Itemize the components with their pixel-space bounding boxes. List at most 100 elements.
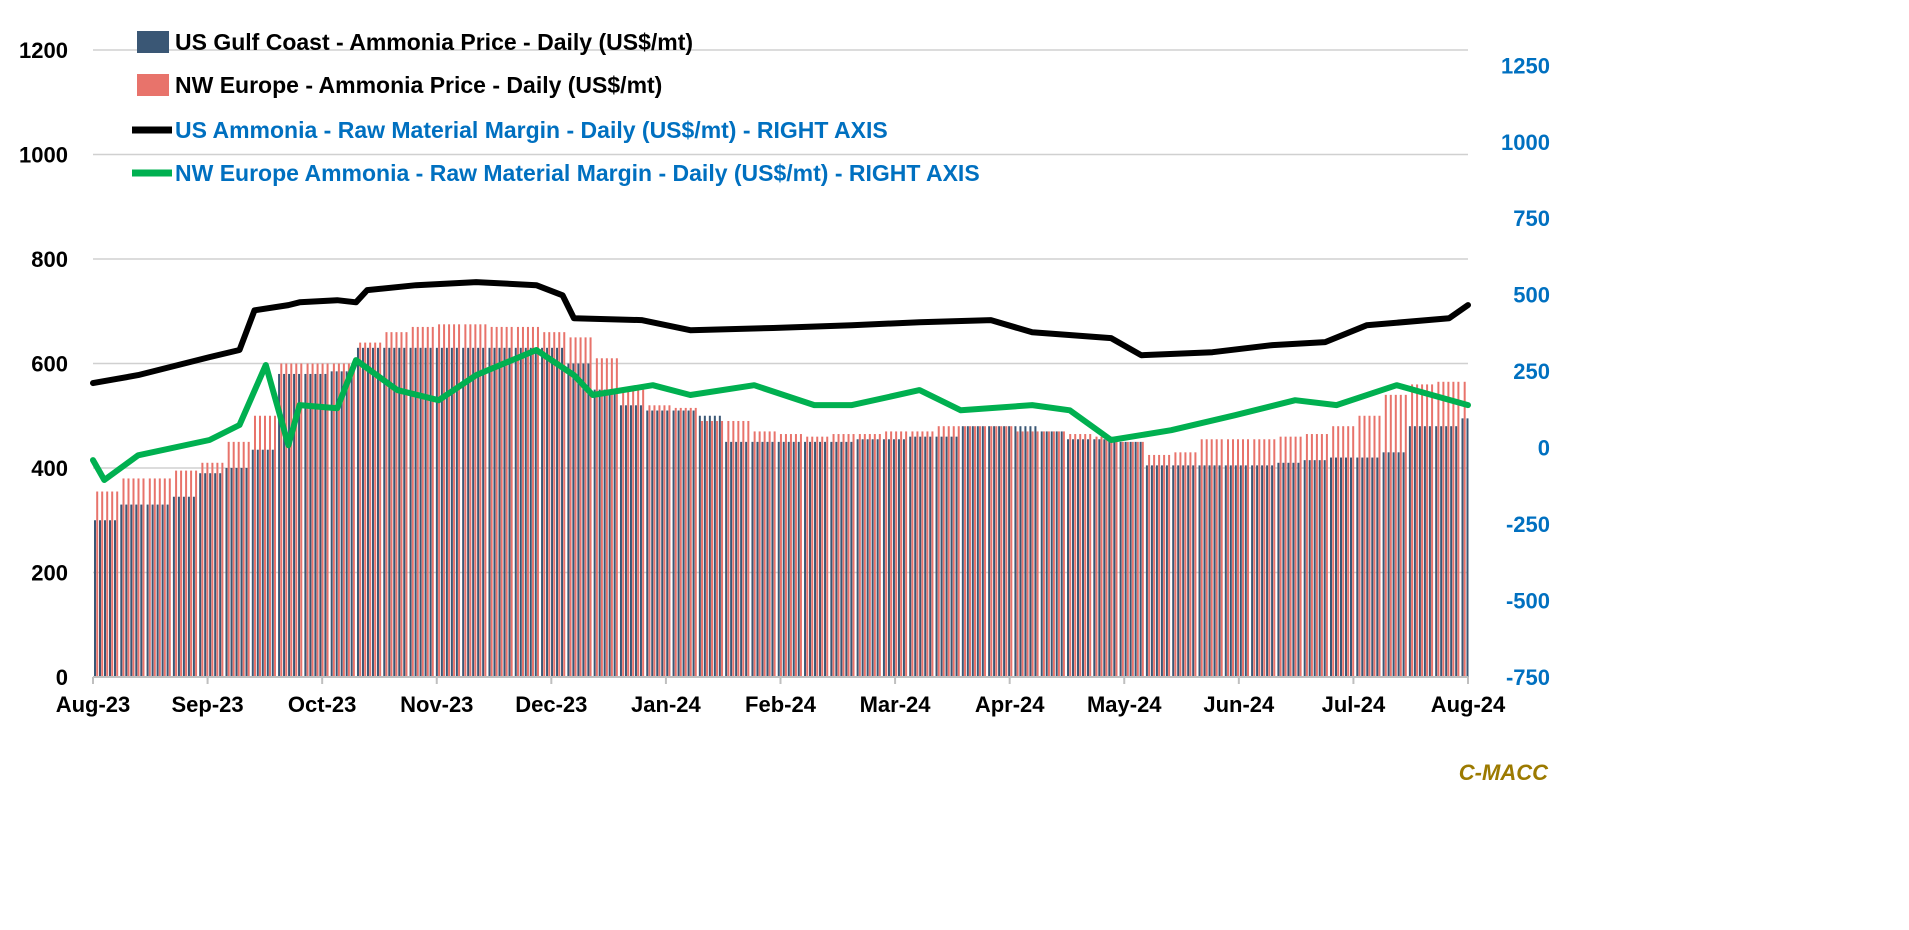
us-gulf-price-bar — [493, 347, 496, 677]
us-gulf-price-bar — [1155, 465, 1158, 677]
nw-europe-price-bar — [395, 332, 398, 677]
us-gulf-price-bar — [725, 441, 728, 677]
nw-europe-price-bar — [821, 436, 824, 677]
us-gulf-price-bar — [950, 436, 953, 677]
us-gulf-price-bar — [761, 441, 764, 677]
us-gulf-price-bar — [835, 441, 838, 677]
nw-europe-price-bar — [201, 462, 204, 677]
nw-europe-price-bar — [842, 434, 845, 677]
x-tick-label: Nov-23 — [400, 692, 473, 717]
nw-europe-price-bar — [737, 420, 740, 677]
nw-europe-price-bar — [1062, 431, 1065, 677]
nw-europe-price-bar — [758, 431, 761, 677]
us-gulf-price-bar — [1040, 431, 1043, 677]
us-gulf-price-bar — [1203, 465, 1206, 677]
us-gulf-price-bar — [866, 439, 869, 677]
us-gulf-price-bar — [1034, 426, 1037, 677]
nw-europe-price-bar — [227, 441, 230, 677]
nw-europe-price-bar — [438, 324, 441, 677]
nw-europe-price-bar — [852, 434, 855, 677]
nw-europe-price-bar — [106, 491, 109, 677]
nw-europe-price-bar — [648, 405, 651, 677]
us-gulf-price-bar — [182, 496, 185, 677]
nw-europe-price-bar — [1232, 439, 1235, 677]
nw-europe-price-bar — [1084, 434, 1087, 677]
right-tick-label: 750 — [1513, 206, 1550, 231]
nw-europe-price-bar — [747, 420, 750, 677]
legend: US Gulf Coast - Ammonia Price - Daily (U… — [132, 29, 980, 186]
us-gulf-price-bar — [955, 436, 958, 677]
nw-europe-price-bar — [1452, 381, 1455, 677]
us-gulf-price-bar — [166, 504, 169, 677]
us-gulf-price-bar — [1108, 439, 1111, 677]
nw-europe-price-bar — [1110, 436, 1113, 677]
nw-europe-price-bar — [553, 332, 556, 677]
nw-europe-price-bar — [964, 426, 967, 677]
nw-europe-price-bar — [1163, 454, 1166, 677]
us-gulf-price-bar — [94, 520, 96, 677]
nw-europe-price-bar — [431, 326, 434, 677]
us-gulf-price-bar — [140, 504, 143, 677]
us-gulf-price-bar — [1014, 426, 1017, 677]
nw-europe-price-bar — [158, 478, 161, 677]
us-gulf-price-bar — [534, 347, 537, 677]
left-tick-label: 600 — [31, 352, 68, 377]
nw-europe-price-bar — [974, 426, 977, 677]
nw-europe-price-bar — [1305, 434, 1308, 677]
left-tick-label: 1200 — [19, 38, 68, 63]
nw-europe-price-bar — [521, 326, 524, 677]
us-gulf-price-bar — [271, 449, 274, 677]
nw-europe-price-bar — [484, 324, 487, 677]
nw-europe-price-bar — [595, 358, 598, 677]
nw-europe-price-bar — [253, 415, 256, 677]
nw-europe-price-bar — [684, 407, 687, 677]
us-gulf-price-bar — [1177, 465, 1180, 677]
us-gulf-price-bar — [172, 496, 175, 677]
us-gulf-price-bar — [541, 347, 544, 677]
nw-europe-price-bar — [600, 358, 603, 677]
nw-europe-price-bar — [1079, 434, 1082, 677]
bars — [94, 324, 1469, 677]
nw-europe-price-bar — [1005, 426, 1008, 677]
nw-europe-price-bar — [732, 420, 735, 677]
us-gulf-price-bar — [1440, 426, 1443, 677]
nw-europe-price-bar — [632, 389, 635, 677]
us-gulf-price-bar — [1397, 452, 1400, 677]
us-gulf-price-bar — [892, 439, 895, 677]
nw-europe-price-bar — [1463, 381, 1466, 677]
us-gulf-price-bar — [998, 426, 1001, 677]
nw-europe-price-bar — [195, 470, 198, 677]
us-gulf-price-bar — [924, 436, 927, 677]
nw-europe-price-bar — [1358, 415, 1361, 677]
nw-europe-price-bar — [1294, 436, 1297, 677]
nw-europe-price-bar — [1200, 439, 1203, 677]
nw-europe-price-bar — [148, 478, 151, 677]
right-tick-label: -250 — [1506, 512, 1550, 537]
us-gulf-price-bar — [577, 363, 580, 677]
us-gulf-price-bar — [993, 426, 996, 677]
nw-europe-price-bar — [1263, 439, 1266, 677]
nw-europe-price-bar — [352, 363, 355, 677]
nw-europe-price-bar — [1447, 381, 1450, 677]
us-gulf-price-bar — [120, 504, 123, 677]
us-gulf-price-bar — [745, 441, 748, 677]
nw-europe-price-bar — [1042, 431, 1045, 677]
us-gulf-price-bar — [887, 439, 890, 677]
nw-europe-price-bar — [890, 431, 893, 677]
us-gulf-price-bar — [840, 441, 843, 677]
us-gulf-price-bar — [1224, 465, 1227, 677]
us-gulf-price-bar — [1060, 431, 1063, 677]
us-gulf-price-bar — [440, 347, 443, 677]
us-gulf-price-bar — [114, 520, 116, 677]
nw-europe-price-bar — [232, 441, 235, 677]
nw-europe-price-bar — [1089, 434, 1092, 677]
nw-europe-price-bar — [443, 324, 446, 677]
nw-europe-price-bar — [1021, 431, 1024, 677]
nw-europe-price-bar — [569, 337, 572, 677]
us-gulf-price-bar — [1072, 439, 1075, 677]
nw-europe-price-bar — [1279, 436, 1282, 677]
legend-label: NW Europe - Ammonia Price - Daily (US$/m… — [175, 72, 662, 98]
nw-europe-price-bar — [190, 470, 193, 677]
us-gulf-price-bar — [619, 405, 622, 677]
nw-europe-price-bar — [237, 441, 240, 677]
